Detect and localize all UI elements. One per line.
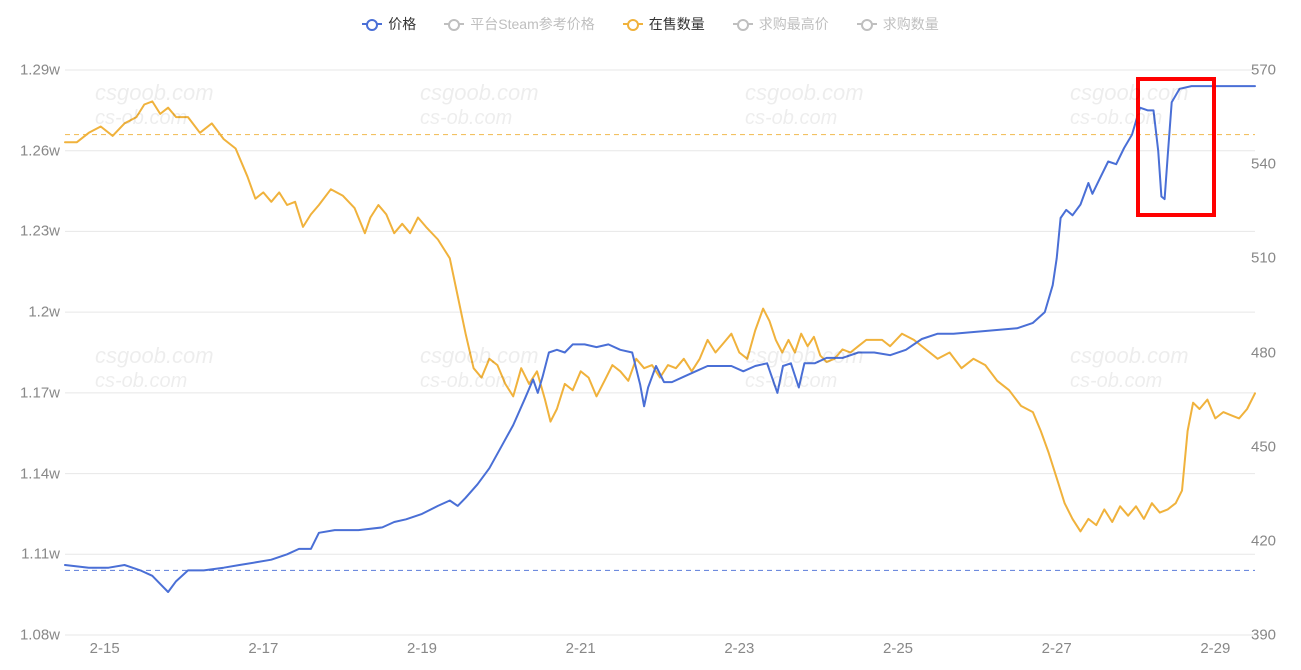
- x-tick-label: 2-27: [1042, 640, 1072, 657]
- y-left-tick-label: 1.17w: [0, 384, 60, 401]
- x-tick-label: 2-17: [248, 640, 278, 657]
- chart-plot: [0, 0, 1301, 670]
- chart-legend: 价格 平台Steam参考价格 在售数量 求购最高价 求购数量: [0, 14, 1301, 34]
- legend-item-price[interactable]: 价格: [362, 14, 416, 34]
- legend-mark-price: [362, 23, 382, 25]
- legend-label-buy-high: 求购最高价: [759, 14, 829, 34]
- legend-label-qty: 在售数量: [649, 14, 705, 34]
- x-tick-label: 2-19: [407, 640, 437, 657]
- y-left-tick-label: 1.08w: [0, 627, 60, 644]
- y-left-tick-label: 1.11w: [0, 546, 60, 563]
- series-price-line: [65, 86, 1255, 592]
- x-tick-label: 2-25: [883, 640, 913, 657]
- y-right-tick-label: 570: [1251, 62, 1301, 79]
- legend-item-buy-qty[interactable]: 求购数量: [857, 14, 939, 34]
- chart-root: 价格 平台Steam参考价格 在售数量 求购最高价 求购数量 1.08w 1.11…: [0, 0, 1301, 670]
- legend-mark-buy-qty: [857, 23, 877, 25]
- legend-item-steam-ref[interactable]: 平台Steam参考价格: [444, 14, 594, 34]
- legend-item-qty[interactable]: 在售数量: [623, 14, 705, 34]
- x-tick-label: 2-21: [566, 640, 596, 657]
- y-left-tick-label: 1.29w: [0, 62, 60, 79]
- y-left-tick-label: 1.26w: [0, 142, 60, 159]
- y-right-tick-label: 480: [1251, 344, 1301, 361]
- legend-mark-buy-high: [733, 23, 753, 25]
- legend-label-price: 价格: [388, 14, 416, 34]
- legend-mark-steam-ref: [444, 23, 464, 25]
- y-left-tick-label: 1.2w: [0, 304, 60, 321]
- x-tick-label: 2-23: [724, 640, 754, 657]
- y-right-tick-label: 390: [1251, 627, 1301, 644]
- series-qty-line: [65, 101, 1255, 531]
- y-left-tick-label: 1.23w: [0, 223, 60, 240]
- y-right-tick-label: 510: [1251, 250, 1301, 267]
- y-left-tick-label: 1.14w: [0, 465, 60, 482]
- x-tick-label: 2-29: [1200, 640, 1230, 657]
- y-right-tick-label: 420: [1251, 532, 1301, 549]
- y-right-tick-label: 540: [1251, 156, 1301, 173]
- legend-label-steam-ref: 平台Steam参考价格: [470, 14, 594, 34]
- legend-label-buy-qty: 求购数量: [883, 14, 939, 34]
- x-tick-label: 2-15: [90, 640, 120, 657]
- legend-mark-qty: [623, 23, 643, 25]
- legend-item-buy-high[interactable]: 求购最高价: [733, 14, 829, 34]
- y-right-tick-label: 450: [1251, 438, 1301, 455]
